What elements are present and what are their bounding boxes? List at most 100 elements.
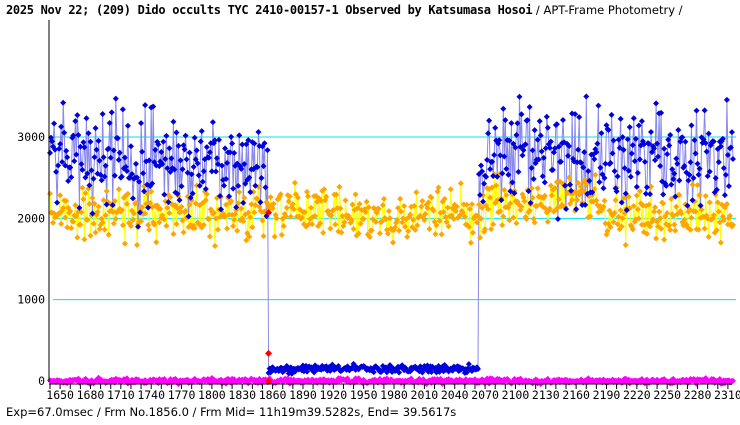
- target-point: [146, 157, 153, 164]
- target-point: [76, 204, 83, 211]
- target-point: [477, 191, 484, 198]
- target-point: [228, 133, 235, 140]
- background-point: [729, 377, 736, 384]
- target-point: [77, 143, 84, 150]
- comparison-point: [482, 226, 489, 233]
- comparison-point: [450, 215, 457, 222]
- comparison-point: [63, 197, 70, 204]
- target-point: [72, 118, 79, 125]
- comparison-point: [386, 215, 393, 222]
- y-tick-label: 2000: [17, 211, 45, 225]
- target-point: [251, 140, 258, 147]
- target-point: [538, 148, 545, 155]
- target-point: [658, 109, 665, 116]
- comparison-point: [660, 200, 667, 207]
- target-point: [73, 151, 80, 158]
- target-point: [136, 178, 143, 185]
- target-point: [511, 190, 518, 197]
- target-point: [565, 152, 572, 159]
- comparison-point: [317, 220, 324, 227]
- target-point: [195, 172, 202, 179]
- target-point: [127, 143, 134, 150]
- comparison-point: [551, 185, 558, 192]
- target-point: [84, 170, 91, 177]
- target-point: [197, 138, 204, 145]
- target-point: [215, 136, 222, 143]
- comparison-point: [555, 196, 562, 203]
- target-point: [530, 175, 537, 182]
- target-point: [57, 141, 64, 148]
- target-point: [686, 172, 693, 179]
- target-point: [535, 156, 542, 163]
- comparison-point: [202, 197, 209, 204]
- target-point: [654, 140, 661, 147]
- chart-title: 2025 Nov 22; (209) Dido occults TYC 2410…: [6, 3, 683, 17]
- target-point: [80, 139, 87, 146]
- target-point: [701, 107, 708, 114]
- comparison-point: [254, 195, 261, 202]
- target-point: [231, 150, 238, 157]
- target-point: [78, 161, 85, 168]
- comparison-point: [681, 216, 688, 223]
- target-point: [141, 188, 148, 195]
- comparison-point: [94, 208, 101, 215]
- target-point: [177, 157, 184, 164]
- comparison-point: [72, 202, 79, 209]
- target-point: [140, 170, 147, 177]
- comparison-point: [73, 213, 80, 220]
- target-point: [664, 151, 671, 158]
- comparison-point: [687, 226, 694, 233]
- target-point: [74, 112, 81, 119]
- comparison-point: [673, 203, 680, 210]
- target-point: [257, 199, 264, 206]
- comparison-point: [526, 207, 533, 214]
- target-point: [95, 137, 102, 144]
- comparison-point: [461, 213, 468, 220]
- target-point: [483, 173, 490, 180]
- comparison-point: [285, 198, 292, 205]
- x-tick-label: 2010: [411, 388, 439, 402]
- target-point: [508, 120, 515, 127]
- target-point: [145, 204, 152, 211]
- target-point: [646, 191, 653, 198]
- comparison-point: [173, 221, 180, 228]
- comparison-point: [436, 217, 443, 224]
- comparison-point: [130, 210, 137, 217]
- comparison-point: [487, 194, 494, 201]
- comparison-point: [666, 222, 673, 229]
- comparison-point: [362, 209, 369, 216]
- target-point: [643, 184, 650, 191]
- x-tick-label: 2220: [623, 388, 651, 402]
- comparison-point: [186, 201, 193, 208]
- target-point: [99, 110, 106, 117]
- comparison-point: [342, 197, 349, 204]
- target-point: [129, 195, 136, 202]
- target-point: [110, 147, 117, 154]
- target-point: [486, 117, 493, 124]
- target-point: [55, 162, 62, 169]
- target-point: [465, 361, 472, 368]
- comparison-point: [58, 220, 65, 227]
- comparison-point: [442, 214, 449, 221]
- comparison-point: [419, 198, 426, 205]
- target-point: [194, 160, 201, 167]
- target-point: [705, 130, 712, 137]
- target-point: [572, 111, 579, 118]
- target-point: [525, 188, 532, 195]
- comparison-point: [124, 190, 131, 197]
- target-point: [86, 182, 93, 189]
- comparison-point: [277, 191, 284, 198]
- target-point: [527, 199, 534, 206]
- target-point: [623, 207, 630, 214]
- target-point: [233, 204, 240, 211]
- comparison-point: [224, 225, 231, 232]
- target-point: [653, 100, 660, 107]
- target-point: [641, 158, 648, 165]
- target-point: [580, 164, 587, 171]
- comparison-point: [633, 192, 640, 199]
- comparison-point: [101, 226, 108, 233]
- target-point: [88, 167, 95, 174]
- target-point: [91, 154, 98, 161]
- comparison-point: [578, 183, 585, 190]
- comparison-point: [465, 224, 472, 231]
